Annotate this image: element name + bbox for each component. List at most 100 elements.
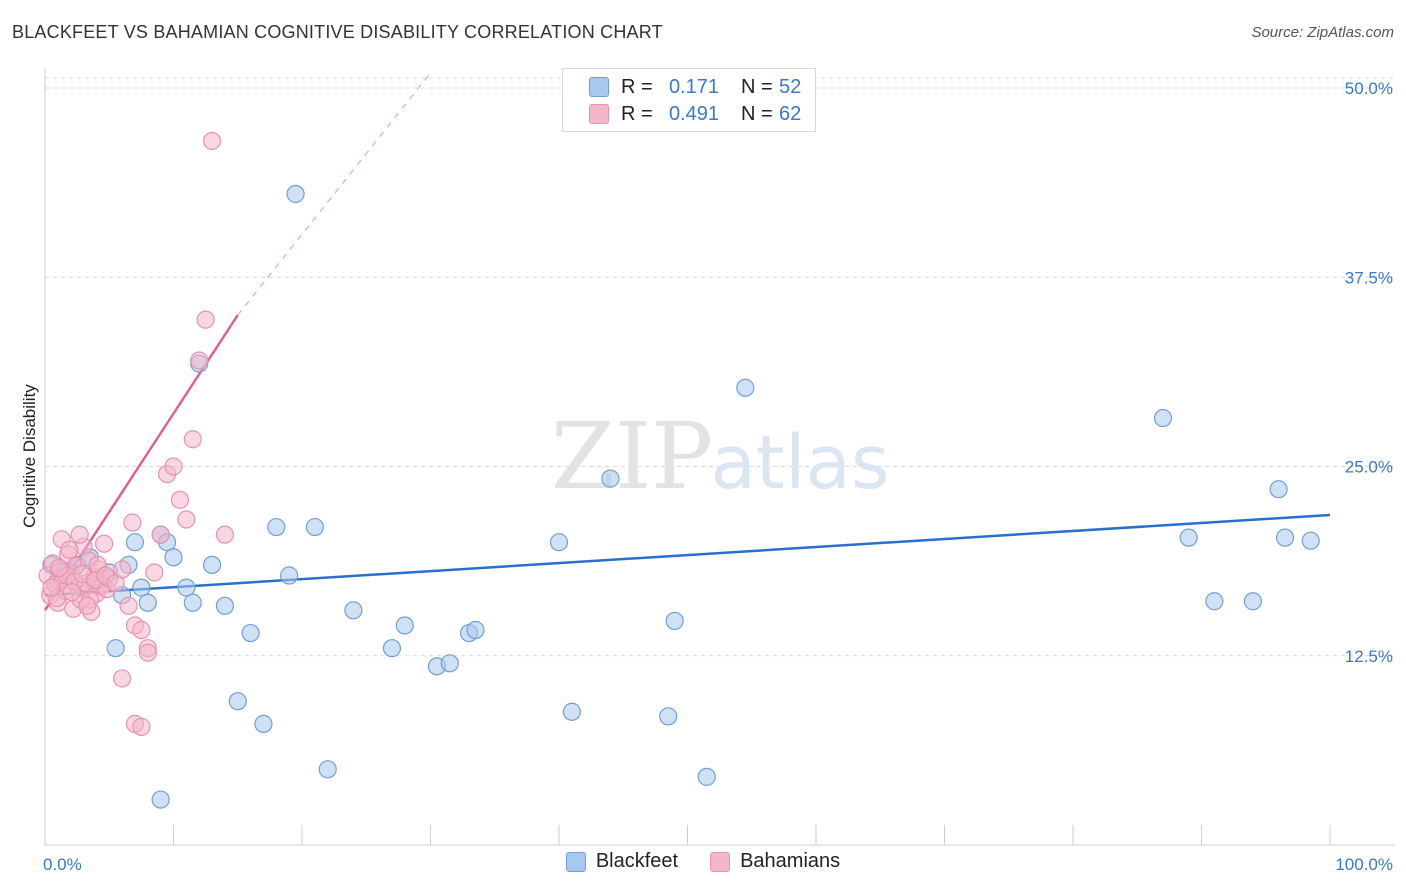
x-tick-label-max: 100.0% (1335, 855, 1393, 874)
blackfeet-swatch (589, 77, 609, 97)
legend-item-bahamians: Bahamians (710, 850, 840, 873)
y-axis-title: Cognitive Disability (20, 384, 39, 528)
blackfeet-point (106, 639, 125, 658)
blackfeet-point (1275, 528, 1295, 547)
y-tick-label: 37.5% (1345, 268, 1393, 287)
bahamians-point (164, 457, 183, 476)
r-label: R = (621, 102, 653, 125)
blackfeet-point (183, 593, 202, 612)
bahamians-swatch (589, 104, 609, 124)
blackfeet-point (736, 378, 755, 397)
n-value: 62 (779, 102, 802, 125)
legend-label-blackfeet: Blackfeet (595, 850, 679, 872)
legend-row-blackfeet: R = 0.171 N = 52 (589, 75, 801, 99)
n-label: N = (741, 75, 773, 98)
bahamians-point (70, 525, 89, 544)
blackfeet-point (1301, 531, 1320, 550)
blackfeet-point (164, 548, 183, 567)
bahamians-point (95, 534, 114, 553)
blackfeet-point (549, 533, 569, 552)
bahamians-legend-swatch (710, 851, 731, 872)
blackfeet-point (440, 654, 459, 673)
source-label: Source: ZipAtlas.com (1251, 24, 1394, 41)
blackfeet-point (318, 760, 337, 779)
bahamians-trend-extension (237, 72, 432, 316)
blackfeet-point (1179, 528, 1198, 547)
blackfeet-point (254, 714, 273, 733)
bahamians-point (145, 563, 164, 582)
trend-lines (43, 72, 1331, 612)
blackfeet-point (125, 533, 145, 552)
bahamians-point (177, 510, 196, 529)
blackfeet-point (305, 517, 324, 537)
bahamians-point (50, 558, 69, 578)
chart-title: BLACKFEET VS BAHAMIAN COGNITIVE DISABILI… (12, 22, 663, 42)
bahamians-point (132, 620, 151, 640)
blackfeet-point (601, 469, 620, 488)
r-value: 0.171 (668, 75, 719, 98)
blackfeet-point (286, 184, 305, 204)
bahamians-point (215, 525, 234, 544)
r-label: R = (621, 75, 653, 98)
blackfeet-point (659, 707, 678, 726)
stats-legend: R = 0.171 N = 52 R = 0.491 N = 62 (562, 68, 816, 132)
blackfeet-point (1205, 592, 1224, 611)
blackfeet-point (138, 593, 157, 612)
blackfeet-legend-swatch (565, 851, 586, 872)
blackfeet-point (215, 596, 234, 615)
blackfeet-point (228, 692, 247, 711)
axis-labels: 12.5% 25.0% 37.5% 50.0% 0.0% 100.0% Cognitive … (20, 79, 1393, 874)
blackfeet-point (280, 566, 299, 585)
legend-item-blackfeet: Blackfeet (565, 850, 679, 873)
blackfeet-point (562, 702, 581, 721)
blackfeet-point (151, 790, 170, 809)
series-legend: Blackfeet Bahamians (0, 850, 1406, 873)
blackfeet-point (132, 578, 151, 597)
bahamians-point (62, 583, 82, 602)
bahamians-point (78, 596, 97, 615)
blackfeet-point (267, 517, 286, 537)
blackfeet-trend-line (44, 513, 1331, 597)
bahamians-point (123, 513, 142, 532)
y-tick-label: 25.0% (1345, 458, 1393, 477)
bahamians-point (190, 351, 209, 370)
bahamians-point (183, 430, 202, 449)
bahamians-point (132, 717, 151, 737)
legend-label-bahamians: Bahamians (740, 850, 841, 872)
bahamians-point (119, 596, 138, 615)
r-value: 0.491 (668, 102, 719, 125)
blackfeet-point (344, 601, 363, 620)
y-tick-label: 12.5% (1345, 647, 1393, 666)
blackfeet-point (202, 555, 222, 575)
bahamians-point (60, 540, 79, 559)
blackfeet-point (1269, 480, 1288, 499)
axes (44, 68, 1395, 846)
bahamians-point (112, 669, 132, 688)
bahamians-point (170, 490, 190, 509)
bahamians-point (202, 131, 222, 151)
bahamians-point (196, 310, 215, 329)
bahamians-point (112, 560, 132, 579)
watermark-atlas: atlas (711, 420, 890, 506)
x-tick-label-min: 0.0% (43, 855, 82, 874)
blackfeet-point (395, 616, 414, 635)
data-points (38, 131, 1320, 809)
blackfeet-point (466, 620, 485, 640)
n-value: 52 (779, 75, 802, 98)
n-label: N = (741, 102, 773, 125)
blackfeet-point (177, 578, 196, 597)
blackfeet-point (697, 767, 716, 786)
blackfeet-point (1243, 592, 1263, 611)
blackfeet-point (382, 639, 402, 658)
legend-row-bahamians: R = 0.491 N = 62 (589, 102, 801, 126)
bahamians-point (138, 643, 157, 662)
grid-lines (45, 77, 1395, 657)
watermark-zip: ZIP (551, 403, 713, 510)
bahamians-point (151, 525, 170, 544)
watermark: ZIP atlas (551, 403, 890, 510)
blackfeet-point (665, 611, 684, 631)
y-tick-label: 50.0% (1345, 79, 1393, 98)
bahamians-point (42, 578, 61, 597)
blackfeet-point (1153, 408, 1173, 428)
